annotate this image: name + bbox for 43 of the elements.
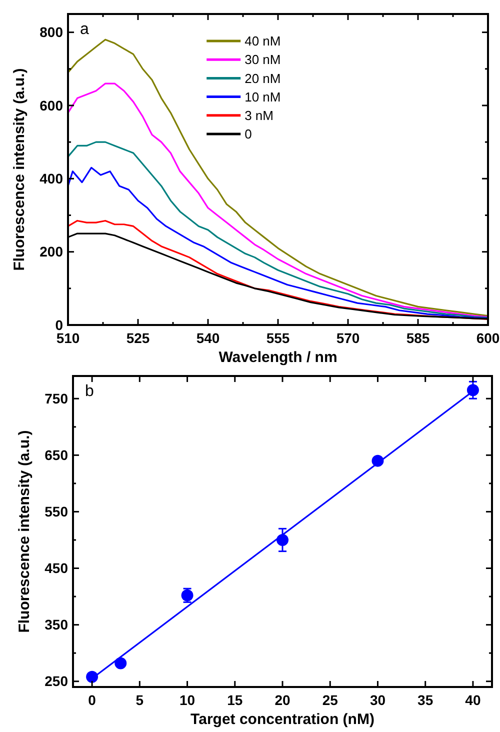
x-tick-label: 570	[336, 330, 360, 346]
x-tick-label: 40	[465, 692, 481, 708]
x-tick-label: 30	[370, 692, 386, 708]
x-tick-label: 540	[196, 330, 220, 346]
x-tick-label: 5	[136, 692, 144, 708]
legend-label: 3 nM	[244, 108, 274, 123]
y-tick-label: 200	[40, 244, 64, 260]
y-tick-label: 250	[44, 673, 68, 690]
legend-label: 0	[244, 126, 252, 142]
x-tick-label: 35	[418, 692, 434, 708]
y-tick-label: 600	[40, 97, 64, 114]
x-tick-label: 0	[88, 692, 96, 708]
legend-label: 30 nM	[244, 52, 281, 68]
y-tick-label: 350	[44, 616, 68, 633]
legend-label: 20 nM	[244, 70, 281, 86]
point	[114, 657, 127, 670]
x-tick-label: 20	[274, 692, 290, 708]
x-axis-title: Target concentration (nM)	[190, 711, 374, 728]
legend-label: 10 nM	[244, 89, 281, 104]
annotation: b	[85, 383, 94, 400]
y-axis-title: Fluorescence intensity (a.u.)	[16, 430, 33, 633]
x-tick-label: 510	[56, 330, 80, 346]
y-tick-label: 400	[40, 170, 64, 187]
x-tick-label: 10	[179, 692, 196, 708]
x-tick-label: 585	[406, 330, 430, 346]
y-tick-label: 750	[44, 390, 68, 407]
x-tick-label: 555	[266, 330, 290, 346]
point	[86, 670, 98, 683]
x-tick-label: 25	[322, 692, 338, 708]
y-axis-title: Fluorescence intensity (a.u.)	[11, 68, 28, 271]
x-axis-title: Wavelength / nm	[218, 349, 338, 366]
x-tick-label: 525	[126, 330, 150, 346]
legend-label: 40 nM	[244, 34, 281, 49]
y-tick-label: 0	[55, 316, 64, 333]
line-series	[67, 82, 489, 318]
y-tick-label: 450	[44, 560, 68, 576]
x-tick-label: 600	[476, 330, 500, 346]
point	[466, 384, 479, 396]
x-tick-label: 15	[227, 692, 243, 708]
y-tick-label: 550	[44, 504, 68, 520]
y-tick-label: 800	[40, 24, 64, 40]
y-tick-label: 650	[44, 447, 68, 464]
annotation: a	[80, 21, 89, 38]
